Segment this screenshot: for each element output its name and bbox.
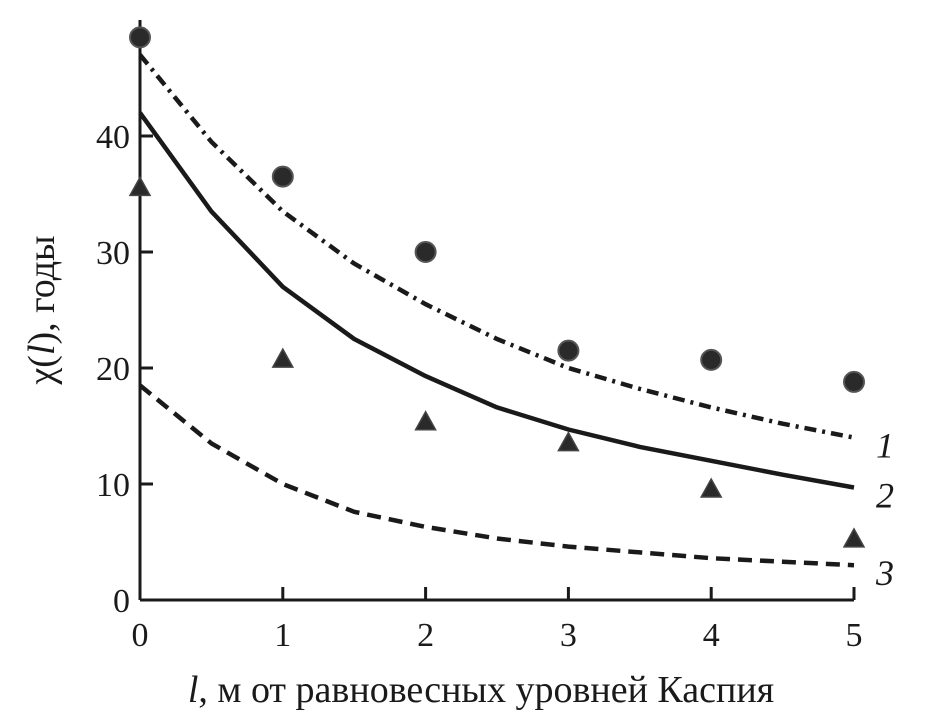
triangle-point (414, 410, 437, 431)
curve-1-label: 1 (876, 426, 894, 466)
curve-2-line (138, 111, 855, 490)
y-axis-title: χ(l), годы (21, 235, 63, 385)
x-tick-label: 0 (132, 617, 149, 654)
x-tick-label: 1 (274, 617, 291, 654)
curve-3-line (138, 383, 855, 568)
triangle-point (271, 347, 295, 368)
x-tick-label: 4 (703, 617, 720, 654)
curve-1-line (138, 53, 855, 440)
markers (128, 26, 866, 548)
curve-3-label: 3 (875, 553, 894, 593)
x-tick-label: 5 (846, 617, 863, 654)
triangle-point (842, 527, 866, 548)
y-tick-label: 40 (96, 119, 130, 156)
triangle-point (557, 431, 580, 452)
y-tick-label: 0 (113, 583, 130, 620)
x-tick-label: 3 (560, 617, 577, 654)
circle-point (271, 165, 294, 188)
circle-point (700, 348, 723, 371)
labels: 0 1 2 3 4 5 0 10 20 30 40 1 2 3 l, м от равновесных ур… (21, 119, 894, 711)
circle-point (843, 370, 865, 393)
circle-point (129, 26, 151, 49)
x-axis-title: l, м от равновесных уровней Каспия (188, 669, 774, 711)
circle-point (557, 339, 580, 362)
triangle-point (699, 477, 723, 498)
axes (138, 20, 856, 602)
triangle-point (128, 175, 152, 197)
x-tick-label: 2 (417, 617, 434, 654)
curves (138, 53, 855, 568)
y-tick-label: 10 (96, 467, 130, 504)
y-tick-label: 20 (96, 351, 130, 388)
circle-point (414, 241, 437, 263)
y-tick-label: 30 (96, 235, 130, 272)
curve-2-label: 2 (876, 475, 894, 515)
